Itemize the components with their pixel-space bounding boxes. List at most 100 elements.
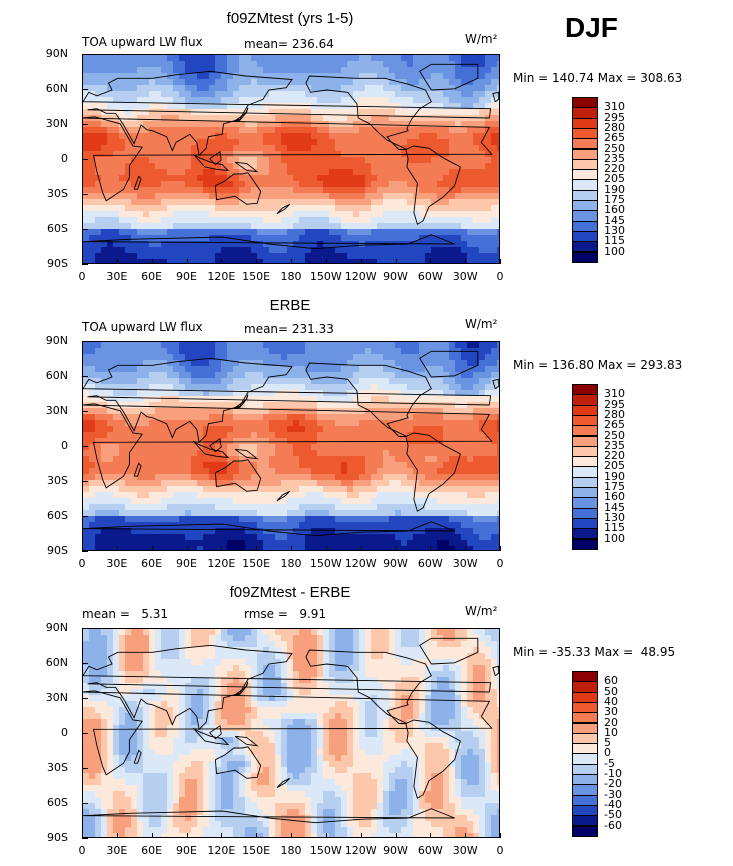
field-cell [455,354,462,361]
field-cell [299,229,306,236]
field-cell [317,217,324,224]
field-cell [281,396,288,403]
field-cell [335,163,342,170]
field-cell [365,115,372,122]
field-cell [83,109,90,116]
field-cell [329,259,336,263]
field-cell [341,85,348,92]
field-cell [83,438,90,445]
field-cell [101,474,108,481]
field-cell [137,540,144,547]
field-cell [491,223,498,230]
field-cell [95,85,102,92]
field-cell [407,217,414,224]
field-cell [461,139,468,146]
field-cell [455,510,462,517]
field-cell [437,115,444,122]
field-cell [365,546,372,550]
field-cell [467,456,474,463]
field-cell [389,498,396,505]
field-cell [473,187,480,194]
field-cell [299,396,306,403]
field-cell [359,169,366,176]
field-cell [443,145,450,152]
field-cell [101,241,108,248]
field-cell [479,390,486,397]
field-cell [161,432,168,439]
field-cell [317,127,324,134]
field-cell [101,528,108,535]
field-cell [365,372,372,379]
field-cell [449,145,456,152]
field-cell [161,259,168,263]
field-cell [329,522,336,529]
field-cell [191,61,198,68]
field-cell [383,372,390,379]
field-cell [449,372,456,379]
field-cell [179,396,186,403]
field-cell [257,528,264,535]
field-cell [143,217,150,224]
x-tick-mark [465,259,467,264]
field-cell [155,145,162,152]
field-cell [479,516,486,523]
field-cell [83,175,90,182]
field-cell [317,510,324,517]
field-cell [479,426,486,433]
field-cell [305,187,312,194]
field-cell [275,97,282,104]
field-cell [461,366,468,373]
field-cell [395,127,402,134]
field-cell [263,474,270,481]
field-cell [209,163,216,170]
field-cell [287,384,294,391]
field-cell [287,414,294,421]
field-cell [149,534,156,541]
field-cell [341,127,348,134]
field-cell [161,139,168,146]
field-cell [497,474,499,481]
field-cell [281,468,288,475]
field-cell [455,139,462,146]
field-cell [425,378,432,385]
field-cell [83,468,90,475]
field-cell [353,229,360,236]
field-cell [449,91,456,98]
field-cell [107,169,114,176]
field-cell [347,127,354,134]
field-cell [251,217,258,224]
field-cell [413,145,420,152]
coastline [209,151,222,166]
field-cell [455,199,462,206]
field-cell [107,480,114,487]
field-cell [119,259,126,263]
field-cell [329,432,336,439]
field-cell [431,474,438,481]
field-cell [365,474,372,481]
field-cell [359,372,366,379]
field-cell [161,253,168,260]
field-cell [149,366,156,373]
field-cell [197,384,204,391]
field-cell [473,354,480,361]
field-cell [179,85,186,92]
field-cell [149,163,156,170]
field-cell [281,55,288,62]
field-cell [95,217,102,224]
field-cell [89,534,96,541]
field-cell [341,474,348,481]
field-cell [467,91,474,98]
field-cell [473,366,480,373]
field-cell [455,504,462,511]
field-cell [137,181,144,188]
field-cell [119,229,126,236]
field-cell [335,217,342,224]
field-cell [167,432,174,439]
field-cell [113,223,120,230]
field-cell [191,480,198,487]
field-cell [335,378,342,385]
field-cell [377,205,384,212]
field-cell [491,181,498,188]
field-cell [233,444,240,451]
field-cell [407,498,414,505]
